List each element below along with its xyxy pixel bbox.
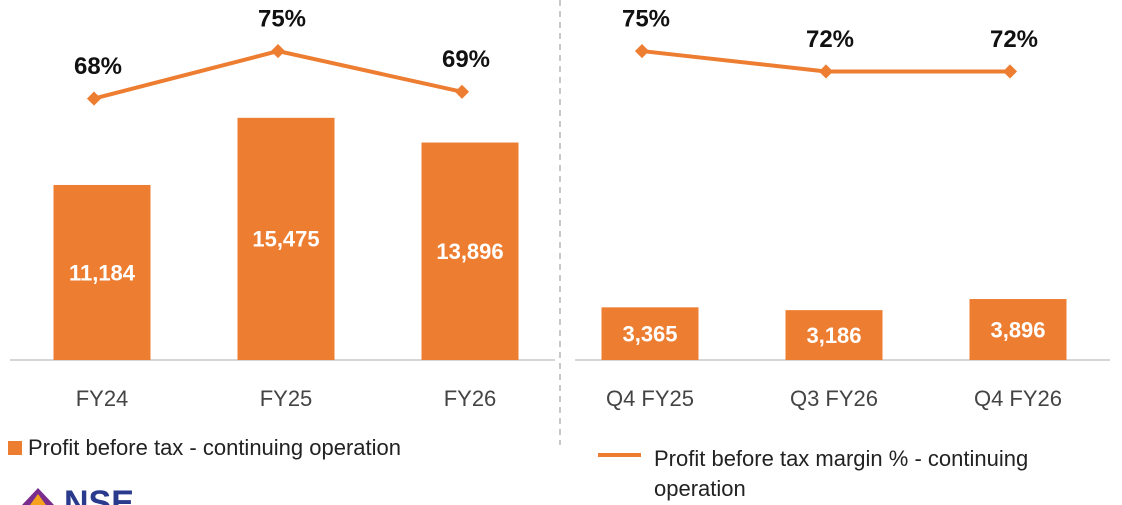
bar-value-label: 3,896 (990, 317, 1045, 342)
line-marker (634, 44, 650, 59)
legend-label: Profit before tax - continuing operation (28, 435, 401, 460)
line-marker (1002, 64, 1018, 79)
bar-value-label: 15,475 (252, 227, 319, 252)
legend-swatch (8, 441, 22, 455)
line-value-label: 69% (442, 46, 490, 73)
logo: NSE (22, 484, 134, 505)
line-value-label: 75% (622, 5, 670, 32)
x-tick-label: Q3 FY26 (790, 386, 878, 411)
line-marker (454, 84, 470, 99)
bar-value-label: 11,184 (69, 260, 136, 285)
x-tick-label: FY26 (444, 386, 497, 411)
bar (237, 117, 335, 360)
x-tick-label: Q4 FY26 (974, 386, 1062, 411)
line-marker (86, 91, 102, 106)
x-tick-label: FY25 (260, 386, 313, 411)
line-marker (270, 44, 286, 59)
line-value-label: 75% (258, 5, 306, 32)
line-value-label: 68% (74, 53, 122, 80)
x-tick-label: Q4 FY25 (606, 386, 694, 411)
bar (969, 299, 1067, 360)
logo-text: NSE (64, 484, 134, 505)
bar (785, 310, 883, 360)
bar (53, 184, 151, 360)
line-marker (818, 64, 834, 79)
line-value-label: 72% (990, 26, 1038, 53)
bar (421, 142, 519, 360)
bar-value-label: 3,365 (622, 321, 677, 346)
bar-value-label: 3,186 (806, 323, 861, 348)
bar-value-label: 13,896 (436, 239, 503, 264)
line-value-label: 72% (806, 26, 854, 53)
line (93, 49, 463, 101)
legend-label: Profit before tax margin % - continuing … (654, 446, 1029, 501)
x-tick-label: FY24 (76, 386, 129, 411)
bar (601, 307, 699, 360)
